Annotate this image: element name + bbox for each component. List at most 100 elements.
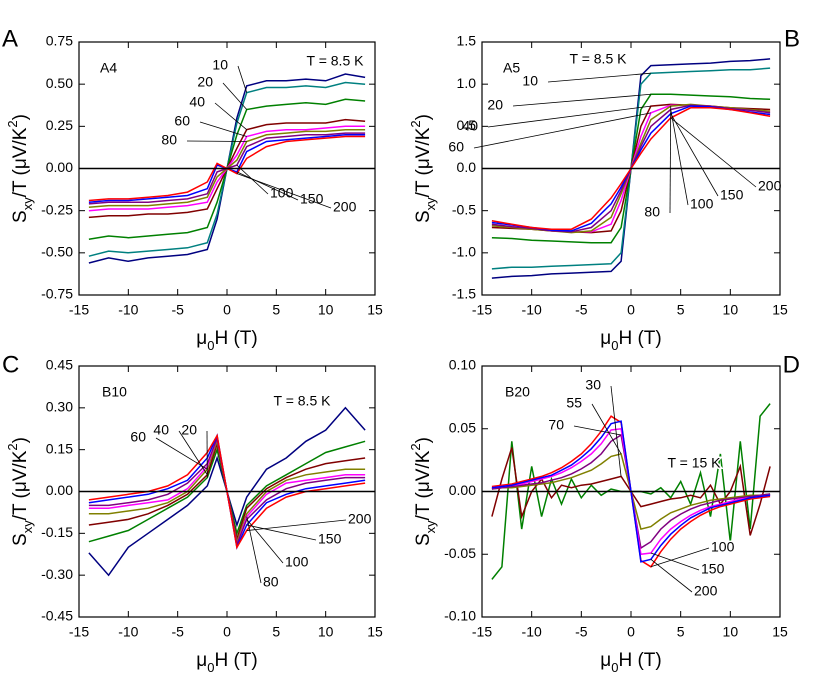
curve-label: 200: [348, 511, 372, 527]
x-axis-label-part: H (T): [214, 328, 257, 349]
y-axis-label-part: ): [10, 437, 31, 443]
x-tick-label: 10: [723, 302, 739, 318]
leader-line: [487, 105, 651, 128]
x-axis-label-part: μ: [196, 328, 207, 349]
curve-label: 100: [690, 196, 714, 212]
curve-label: 100: [711, 539, 735, 555]
y-tick-label: 0.75: [46, 33, 73, 49]
x-axis-label-part: H (T): [618, 328, 661, 349]
x-axis-label: μ0H (T): [600, 650, 661, 675]
x-tick-label: -5: [171, 302, 184, 318]
leader-line: [591, 403, 622, 455]
x-axis-label-part: 0: [611, 338, 618, 353]
y-axis-label-part: 2: [408, 120, 423, 127]
x-axis-label-part: μ: [196, 650, 207, 671]
curve-label: 60: [174, 113, 190, 129]
y-axis-label-part: S: [413, 533, 434, 546]
y-axis-label-part: /T (μV/K: [10, 450, 31, 520]
leader-line: [178, 430, 208, 475]
y-axis-label-part: /T (μV/K: [10, 127, 31, 197]
x-tick-label: 5: [272, 624, 280, 640]
y-tick-label: 0.05: [449, 419, 476, 435]
y-tick-label: -1.0: [452, 244, 476, 260]
curve-label: 20: [197, 74, 213, 90]
x-tick-label: -15: [69, 302, 89, 318]
leader-line: [246, 516, 262, 584]
curve-label: T = 15 K: [667, 455, 721, 471]
x-tick-label: 0: [627, 624, 635, 640]
x-tick-label: 5: [677, 302, 685, 318]
y-axis-label-part: 2: [408, 443, 423, 450]
curve-label: 30: [585, 377, 601, 393]
x-tick-label: 15: [772, 302, 788, 318]
y-tick-label: 0.00: [46, 482, 73, 498]
y-axis-label-part: xy: [20, 520, 35, 534]
y-axis-label: Sxy/T (μV/K2): [408, 114, 438, 223]
y-tick-label: -0.45: [41, 608, 73, 624]
leader-line: [237, 65, 248, 93]
x-axis-label: μ0H (T): [196, 650, 257, 675]
y-tick-label: 0.5: [457, 117, 477, 133]
x-tick-label: 5: [272, 302, 280, 318]
leader-line: [473, 112, 651, 149]
y-axis-label-part: 2: [5, 443, 20, 450]
leader-line: [650, 552, 700, 571]
y-tick-label: -0.05: [444, 545, 476, 561]
curve-label: 100: [285, 554, 309, 570]
leader-line: [222, 82, 248, 110]
curve-label: 150: [318, 531, 342, 547]
y-tick-label: 1.0: [457, 75, 477, 91]
leader-line: [246, 524, 317, 541]
y-tick-label: 0.10: [449, 357, 476, 373]
leader-line: [670, 109, 689, 206]
x-tick-label: -10: [118, 624, 138, 640]
y-tick-label: 0.0: [457, 159, 477, 175]
sample-label: B10: [102, 384, 127, 400]
y-tick-label: -0.15: [41, 524, 73, 540]
curve-label: T = 8.5 K: [570, 51, 628, 67]
curve-label: 150: [701, 561, 725, 577]
x-tick-label: 15: [367, 624, 383, 640]
leader-line: [650, 558, 693, 593]
x-axis-label-part: 0: [207, 660, 214, 675]
y-tick-label: 1.5: [457, 33, 477, 49]
x-tick-label: -15: [472, 624, 492, 640]
y-axis-label: Sxy/T (μV/K2): [408, 437, 438, 546]
curve-label: 20: [487, 97, 503, 113]
x-tick-label: -5: [575, 624, 588, 640]
y-axis-label-part: xy: [423, 197, 438, 211]
x-tick-label: 0: [223, 624, 231, 640]
x-tick-label: -15: [69, 624, 89, 640]
curve-label: 40: [462, 118, 478, 134]
x-tick-label: 0: [223, 302, 231, 318]
leader-line: [236, 173, 332, 209]
y-tick-label: 0.50: [46, 75, 73, 91]
curve-label: 10: [212, 57, 228, 73]
curve-label: 40: [189, 94, 205, 110]
y-tick-label: 0.45: [46, 357, 73, 373]
sample-label: B20: [505, 384, 530, 400]
y-axis-label-part: 2: [5, 120, 20, 127]
leader-line: [246, 519, 347, 531]
leader-line: [199, 121, 247, 137]
x-tick-label: -10: [522, 302, 542, 318]
panel-letter: D: [783, 351, 800, 378]
curve-label: 80: [263, 574, 279, 590]
curve-label: 55: [566, 395, 582, 411]
curve-label: 200: [333, 199, 357, 215]
y-tick-label: -0.25: [41, 201, 73, 217]
leader-line: [547, 72, 651, 83]
sample-label: A5: [503, 60, 520, 76]
y-tick-label: -0.50: [41, 244, 73, 260]
panel-letter: C: [2, 351, 19, 378]
y-axis-label: Sxy/T (μV/K2): [5, 114, 35, 223]
y-axis-label-part: /T (μV/K: [413, 127, 434, 197]
y-tick-label: -1.5: [452, 286, 476, 302]
x-tick-label: -5: [575, 302, 588, 318]
y-axis-label-part: S: [10, 210, 31, 223]
